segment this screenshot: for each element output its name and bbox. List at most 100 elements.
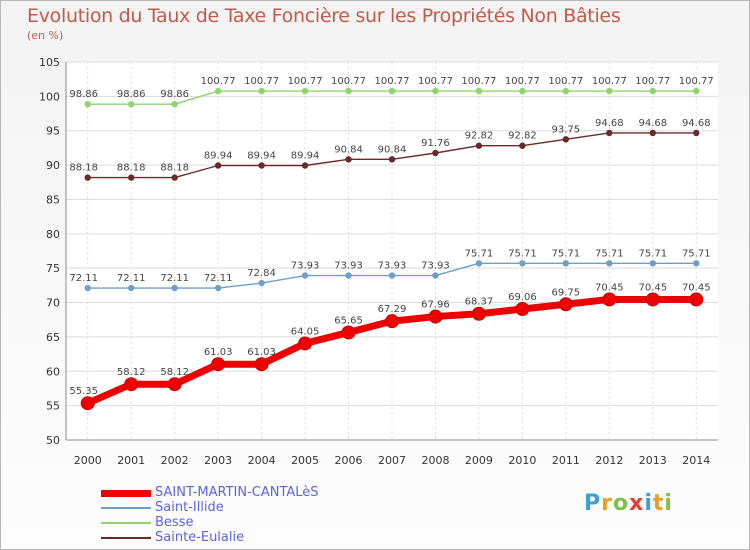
data-point bbox=[341, 325, 356, 340]
data-point bbox=[562, 260, 570, 267]
data-label: 75.71 bbox=[638, 248, 667, 259]
data-label: 93.75 bbox=[552, 124, 581, 135]
data-point bbox=[258, 87, 265, 95]
data-label: 89.94 bbox=[204, 151, 233, 162]
data-label: 73.93 bbox=[334, 261, 363, 272]
data-label: 72.11 bbox=[117, 273, 146, 284]
legend-swatch bbox=[101, 490, 151, 497]
data-point bbox=[388, 272, 396, 279]
y-tick-label: 65 bbox=[46, 331, 60, 344]
data-label: 72.11 bbox=[69, 273, 98, 284]
data-point bbox=[562, 87, 570, 95]
x-tick-label: 2003 bbox=[204, 454, 232, 467]
data-point bbox=[84, 174, 91, 181]
data-label: 92.82 bbox=[465, 131, 494, 142]
data-label: 72.11 bbox=[204, 273, 233, 284]
data-point bbox=[128, 174, 135, 181]
y-tick-label: 80 bbox=[46, 228, 60, 241]
data-label: 75.71 bbox=[682, 248, 711, 259]
data-label: 100.77 bbox=[375, 76, 410, 87]
data-label: 64.05 bbox=[291, 326, 320, 337]
data-label: 88.18 bbox=[160, 163, 189, 174]
data-label: 88.18 bbox=[117, 163, 146, 174]
data-point bbox=[649, 260, 656, 267]
data-point bbox=[519, 260, 526, 267]
data-label: 90.84 bbox=[334, 144, 363, 155]
data-point bbox=[254, 357, 269, 372]
x-tick-label: 2013 bbox=[639, 454, 667, 467]
data-label: 73.93 bbox=[378, 261, 407, 272]
logo-letter: r bbox=[601, 491, 613, 516]
data-point bbox=[432, 149, 439, 157]
data-label: 75.71 bbox=[552, 248, 581, 259]
data-point bbox=[345, 87, 352, 95]
x-tick-label: 2006 bbox=[335, 454, 363, 467]
x-tick-label: 2007 bbox=[378, 454, 406, 467]
data-point bbox=[298, 336, 313, 351]
data-label: 72.11 bbox=[160, 273, 189, 284]
data-point bbox=[214, 87, 222, 95]
legend-swatch bbox=[101, 522, 151, 524]
data-label: 92.82 bbox=[508, 131, 537, 142]
data-label: 94.68 bbox=[638, 118, 667, 129]
data-point bbox=[558, 297, 573, 312]
data-point bbox=[388, 156, 396, 163]
data-point bbox=[124, 377, 139, 392]
data-label: 89.94 bbox=[291, 151, 320, 162]
data-point bbox=[519, 142, 526, 149]
x-tick-label: 2001 bbox=[117, 454, 145, 467]
data-point bbox=[171, 284, 178, 292]
data-label: 98.86 bbox=[160, 89, 189, 100]
data-point bbox=[128, 100, 135, 108]
data-point bbox=[128, 284, 135, 292]
data-label: 68.37 bbox=[465, 297, 494, 308]
data-point bbox=[475, 142, 483, 149]
data-point bbox=[602, 292, 617, 307]
data-label: 75.71 bbox=[508, 248, 537, 259]
data-label: 100.77 bbox=[505, 76, 540, 87]
logo-letter: P bbox=[584, 491, 602, 516]
x-tick-label: 2014 bbox=[682, 454, 710, 467]
data-point bbox=[428, 309, 443, 324]
data-point bbox=[689, 292, 704, 307]
data-label: 100.77 bbox=[461, 76, 496, 87]
data-label: 73.93 bbox=[291, 261, 320, 272]
data-label: 75.71 bbox=[595, 248, 624, 259]
data-label: 75.71 bbox=[465, 248, 494, 259]
y-tick-label: 75 bbox=[46, 262, 60, 275]
x-tick-label: 2009 bbox=[465, 454, 493, 467]
data-label: 61.03 bbox=[247, 347, 276, 358]
data-label: 55.35 bbox=[69, 386, 98, 397]
y-tick-label: 60 bbox=[46, 365, 60, 378]
data-label: 91.76 bbox=[421, 138, 450, 149]
unit-label: (en %) bbox=[27, 29, 64, 42]
x-tick-label: 2011 bbox=[552, 454, 580, 467]
data-point bbox=[345, 272, 352, 279]
x-tick-label: 2005 bbox=[291, 454, 319, 467]
data-label: 100.77 bbox=[288, 76, 323, 87]
data-point bbox=[475, 260, 483, 267]
y-tick-label: 105 bbox=[39, 56, 60, 69]
data-label: 100.77 bbox=[635, 76, 670, 87]
data-label: 69.06 bbox=[508, 292, 537, 303]
x-tick-label: 2004 bbox=[248, 454, 276, 467]
data-point bbox=[214, 284, 222, 292]
data-point bbox=[606, 260, 613, 267]
data-point bbox=[606, 87, 613, 95]
legend-label: Sainte-Eulalie bbox=[155, 530, 245, 545]
logo-letter: o bbox=[612, 491, 630, 516]
data-point bbox=[171, 100, 178, 108]
data-label: 100.77 bbox=[331, 76, 366, 87]
data-label: 94.68 bbox=[595, 118, 624, 129]
logo-letter: i bbox=[644, 491, 653, 516]
proxiti-logo: Proxiti bbox=[584, 491, 673, 516]
y-tick-label: 55 bbox=[46, 400, 60, 413]
chart-title: Evolution du Taux de Taxe Foncière sur l… bbox=[27, 5, 621, 27]
data-point bbox=[214, 162, 222, 169]
y-tick-label: 100 bbox=[39, 90, 60, 103]
data-point bbox=[388, 87, 396, 95]
data-point bbox=[432, 272, 439, 279]
data-label: 58.12 bbox=[160, 367, 189, 378]
